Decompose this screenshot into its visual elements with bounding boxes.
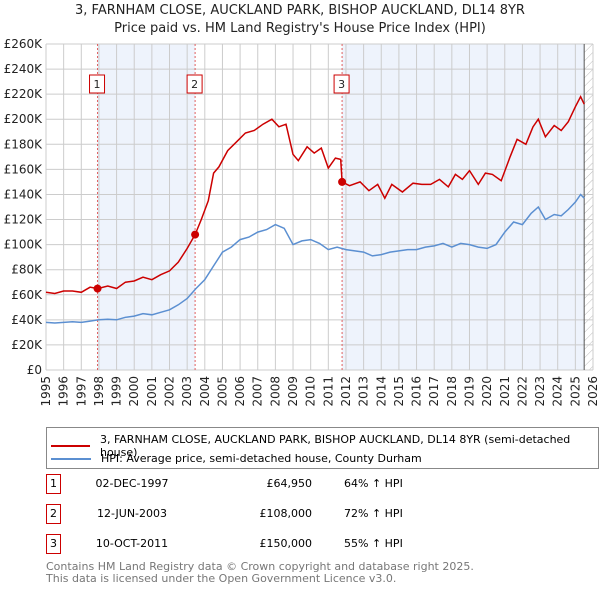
footer-copyright: Contains HM Land Registry data © Crown c… <box>46 560 474 573</box>
sale-label: 2 <box>191 78 198 91</box>
x-tick-label: 2023 <box>533 376 547 407</box>
x-tick-label: 2007 <box>251 376 265 407</box>
sale-point <box>338 177 347 186</box>
y-tick-label: £100K <box>4 238 44 252</box>
x-tick-label: 2004 <box>198 376 212 407</box>
sale-point <box>191 230 200 239</box>
transaction-date: 12-JUN-2003 <box>96 507 168 520</box>
transaction-row: 3 10-OCT-2011 £150,000 55% ↑ HPI <box>46 534 446 554</box>
x-tick-label: 2009 <box>286 376 300 407</box>
transaction-row: 2 12-JUN-2003 £108,000 72% ↑ HPI <box>46 504 446 524</box>
transaction-price: £108,000 <box>259 507 313 520</box>
sale-label: 3 <box>338 78 345 91</box>
transaction-hpi: 55% ↑ HPI <box>344 537 403 550</box>
x-tick-label: 2003 <box>180 376 194 407</box>
hpi-line-swatch <box>51 457 91 460</box>
y-tick-label: £140K <box>4 187 44 201</box>
x-tick-label: 2021 <box>498 376 512 407</box>
footer-licence: This data is licensed under the Open Gov… <box>46 572 397 585</box>
y-tick-label: £240K <box>4 62 44 76</box>
transaction-number: 1 <box>46 474 61 494</box>
x-tick-label: 2024 <box>551 376 565 407</box>
future-hatch <box>584 44 593 370</box>
y-tick-label: £60K <box>11 288 43 302</box>
legend: 3, FARNHAM CLOSE, AUCKLAND PARK, BISHOP … <box>46 427 599 469</box>
y-tick-label: £120K <box>4 213 44 227</box>
x-tick-label: 2010 <box>304 376 318 407</box>
x-tick-label: 1998 <box>92 376 106 407</box>
x-tick-label: 2000 <box>127 376 141 407</box>
transaction-price: £150,000 <box>259 537 313 550</box>
y-tick-label: £200K <box>4 112 44 126</box>
x-tick-label: 2019 <box>462 376 476 407</box>
x-tick-label: 2011 <box>321 376 335 407</box>
x-tick-label: 2018 <box>445 376 459 407</box>
y-tick-label: £0 <box>27 363 42 377</box>
shaded-ownership-period <box>97 44 196 370</box>
sale-label: 1 <box>94 78 101 91</box>
x-tick-label: 1999 <box>110 376 124 407</box>
y-tick-label: £160K <box>4 162 44 176</box>
x-tick-label: 2020 <box>480 376 494 407</box>
x-tick-label: 1997 <box>74 376 88 407</box>
x-tick-label: 1995 <box>39 376 53 407</box>
x-tick-label: 2001 <box>145 376 159 407</box>
transaction-date: 10-OCT-2011 <box>95 537 169 550</box>
hpi-line <box>45 193 585 324</box>
x-tick-label: 2008 <box>268 376 282 407</box>
chart-title: 3, FARNHAM CLOSE, AUCKLAND PARK, BISHOP … <box>75 3 525 18</box>
x-tick-label: 2002 <box>163 376 177 407</box>
x-tick-label: 2017 <box>427 376 441 407</box>
x-tick-label: 2015 <box>392 376 406 407</box>
x-tick-label: 2013 <box>357 376 371 407</box>
x-tick-label: 2016 <box>410 376 424 407</box>
sale-label-box <box>89 74 106 94</box>
x-tick-label: 2005 <box>215 376 229 407</box>
x-tick-label: 1996 <box>57 376 71 407</box>
y-tick-label: £220K <box>4 87 44 101</box>
y-tick-label: £20K <box>11 338 43 352</box>
y-tick-label: £80K <box>11 263 43 277</box>
property-line-swatch <box>51 445 90 447</box>
sale-label-box <box>333 74 350 94</box>
property-price-line <box>45 95 585 295</box>
transaction-number: 3 <box>46 534 61 554</box>
x-tick-label: 2022 <box>515 376 529 407</box>
x-tick-label: 2006 <box>233 376 247 407</box>
transaction-hpi: 72% ↑ HPI <box>344 507 403 520</box>
transaction-row: 1 02-DEC-1997 £64,950 64% ↑ HPI <box>46 474 446 494</box>
y-tick-label: £40K <box>11 313 43 327</box>
transaction-date: 02-DEC-1997 <box>95 477 169 490</box>
x-tick-label: 2014 <box>374 376 388 407</box>
footer: Contains HM Land Registry data © Crown c… <box>46 561 474 585</box>
price-chart: 1995 1996 1997 1998 1999 2000 2001 2002 2003 2004… <box>4 37 600 407</box>
x-tick-label: 2012 <box>339 376 353 407</box>
chart-subtitle: Price paid vs. HM Land Registry's House … <box>114 21 486 36</box>
x-tick-label: 2026 <box>586 376 600 407</box>
x-tick-label: 2025 <box>568 376 582 407</box>
transaction-price: £64,950 <box>266 477 313 490</box>
y-tick-label: £180K <box>4 137 44 151</box>
y-tick-label: £260K <box>4 37 44 51</box>
legend-property-label: 3, FARNHAM CLOSE, AUCKLAND PARK, BISHOP … <box>99 433 571 459</box>
sale-point <box>93 284 102 293</box>
legend-hpi-label: HPI: Average price, semi-detached house,… <box>101 452 422 465</box>
transaction-number: 2 <box>46 504 61 524</box>
transaction-hpi: 64% ↑ HPI <box>344 477 403 490</box>
sale-label-box <box>186 74 203 94</box>
shaded-ownership-period <box>342 44 585 370</box>
